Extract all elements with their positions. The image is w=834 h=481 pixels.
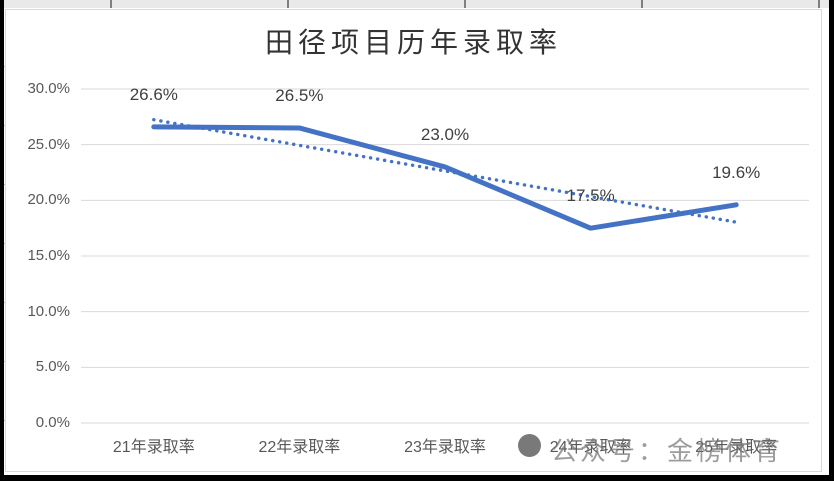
x-axis-category-label: 25年录取率 (695, 439, 778, 456)
data-point-label: 26.6% (129, 84, 178, 104)
x-axis-category-label: 22年录取率 (258, 439, 341, 456)
chart-title: 田径项目历年录取率 (264, 28, 562, 59)
x-axis-category-label: 21年录取率 (112, 439, 195, 456)
column-boundary-tick (287, 0, 289, 8)
y-axis-tick-label: 20.0% (27, 191, 70, 209)
window-edge-bottom (0, 475, 834, 481)
x-axis-category-label: 24年录取率 (549, 439, 632, 456)
column-boundary-tick (110, 0, 112, 8)
y-axis-tick-label: 5.0% (35, 358, 70, 376)
watermark-logo-circle (518, 434, 541, 457)
y-axis-tick-label: 10.0% (27, 302, 70, 320)
data-point-label: 17.5% (566, 186, 615, 206)
y-axis-tick-label: 15.0% (27, 247, 70, 264)
y-axis-tick-label: 0.0% (35, 414, 70, 431)
data-point-label: 19.6% (712, 162, 761, 182)
y-axis-tick-label: 25.0% (27, 135, 70, 153)
x-axis-category-label: 23年录取率 (404, 439, 486, 456)
y-axis-tick-label: 30.0% (27, 80, 70, 97)
column-boundary-tick (464, 0, 466, 8)
watermark-text: 公众号：金榜体育 (551, 436, 784, 466)
window-edge-right (829, 0, 834, 481)
window-edge-left (0, 0, 4, 481)
column-boundary-tick (641, 0, 643, 8)
data-point-label: 26.5% (275, 85, 324, 105)
chart-container[interactable] (5, 9, 822, 472)
spreadsheet-top-edge (4, 0, 829, 8)
data-point-label: 23.0% (420, 124, 470, 144)
column-boundary-tick (818, 0, 820, 8)
